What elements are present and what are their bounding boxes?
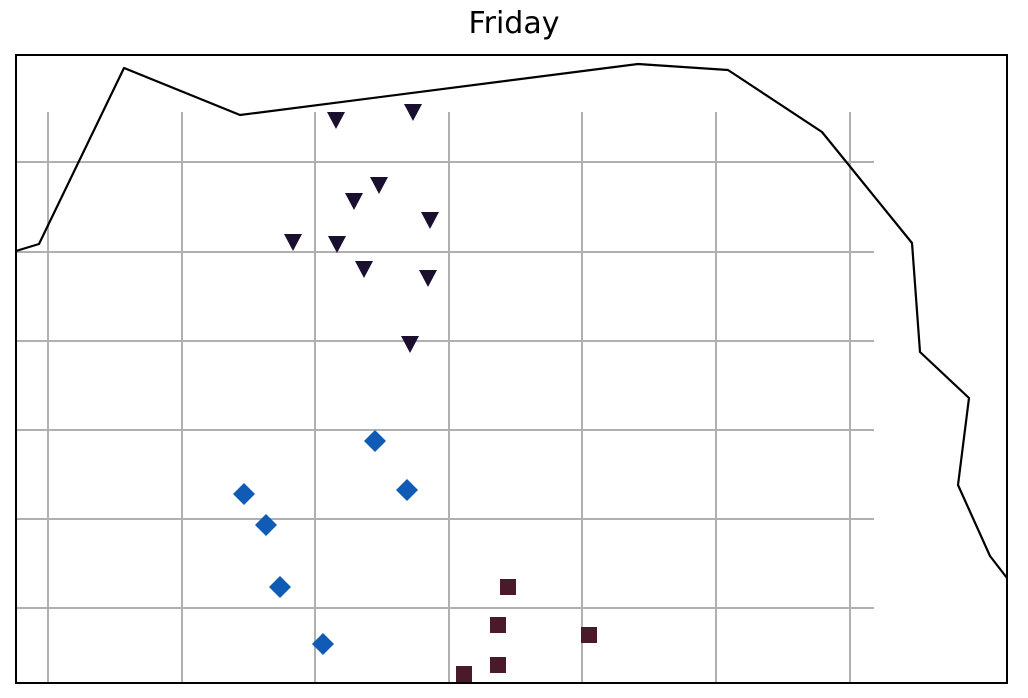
country-outline <box>16 62 1007 579</box>
station-markers <box>233 104 597 682</box>
square-marker <box>490 657 506 673</box>
diamond-marker <box>396 479 418 501</box>
diamond-marker <box>255 514 277 536</box>
diamond-marker <box>233 483 255 505</box>
square-marker <box>581 627 597 643</box>
triangle-marker <box>419 270 437 287</box>
triangle-marker <box>284 234 302 251</box>
diamond-marker <box>364 430 386 452</box>
graticule <box>16 112 874 683</box>
triangle-marker <box>421 212 439 229</box>
triangle-marker <box>345 193 363 210</box>
triangle-marker <box>355 261 373 278</box>
triangle-marker <box>370 177 388 194</box>
square-marker <box>490 617 506 633</box>
triangle-marker <box>327 112 345 129</box>
triangle-marker <box>401 336 419 353</box>
triangle-marker <box>404 104 422 121</box>
square-marker <box>456 666 472 682</box>
diamond-marker <box>269 576 291 598</box>
diamond-marker <box>312 633 334 655</box>
triangle-marker <box>328 236 346 253</box>
square-marker <box>500 579 516 595</box>
map-frame <box>15 54 1008 684</box>
map-title: Friday <box>468 6 560 41</box>
